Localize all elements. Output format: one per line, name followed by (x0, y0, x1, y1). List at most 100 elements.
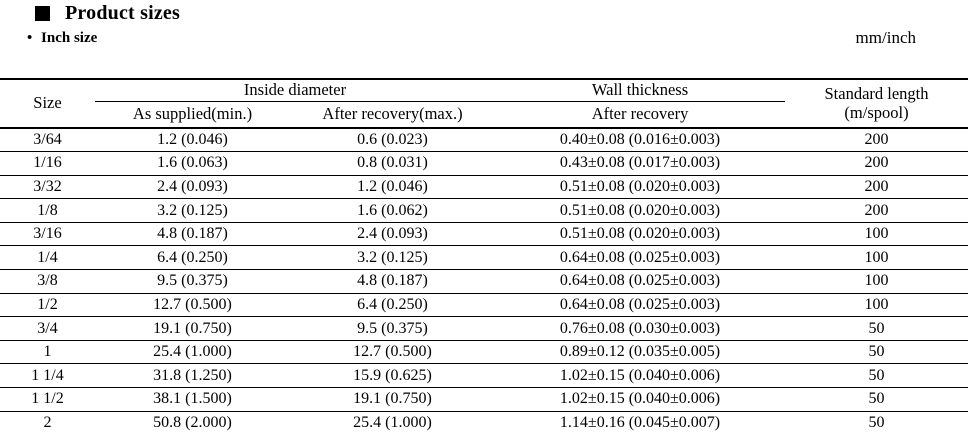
wall-thickness-cell: 0.43±0.08 (0.017±0.003) (559, 154, 721, 172)
size-cell: 3/32 (33, 177, 62, 195)
col-header-standard-length: Standard length (m/spool) (785, 79, 968, 129)
as-supplied-cell: 2.4 (0.093) (157, 177, 228, 195)
as-supplied-cell: 9.5 (0.375) (157, 272, 228, 290)
size-cell: 1/4 (37, 248, 58, 266)
subtitle: • Inch size (27, 30, 97, 47)
wall-thickness-cell: 0.51±0.08 (0.020±0.003) (559, 177, 721, 195)
header-row-2: As supplied(min.) After recovery(max.) A… (0, 101, 968, 129)
after-recovery-max-cell: 4.8 (0.187) (357, 272, 428, 290)
standard-length-cell: 100 (864, 225, 889, 243)
standard-length-cell: 100 (864, 272, 889, 290)
wall-thickness-cell: 0.51±0.08 (0.020±0.003) (559, 225, 721, 243)
size-cell: 1/2 (37, 295, 58, 313)
after-recovery-max-cell: 3.2 (0.125) (357, 248, 428, 266)
after-recovery-max-cell: 2.4 (0.093) (357, 225, 428, 243)
after-recovery-max-cell: 9.5 (0.375) (357, 319, 428, 337)
size-cell: 3/16 (33, 225, 62, 243)
as-supplied-cell: 3.2 (0.125) (157, 201, 228, 219)
size-cell: 1/8 (37, 201, 58, 219)
col-header-after-recovery: After recovery (495, 101, 786, 129)
as-supplied-cell: 31.8 (1.250) (153, 366, 232, 384)
standard-length-cell: 50 (868, 366, 885, 384)
table-row: 1 1/4 31.8 (1.250) 15.9 (0.625) 1.02±0.15 (… (0, 363, 968, 388)
as-supplied-cell: 1.2 (0.046) (157, 131, 228, 149)
size-cell: 3/4 (37, 319, 58, 337)
wall-thickness-cell: 0.76±0.08 (0.030±0.003) (559, 319, 721, 337)
after-recovery-max-cell: 1.2 (0.046) (357, 177, 428, 195)
table-row: 3/4 19.1 (0.750) 9.5 (0.375) 0.76±0.08 (0.0… (0, 316, 968, 341)
after-recovery-max-cell: 15.9 (0.625) (353, 366, 432, 384)
header-row-1: Size Inside diameter Wall thickness Stan… (0, 79, 968, 129)
wall-thickness-cell: 1.02±0.15 (0.040±0.006) (559, 366, 721, 384)
wall-thickness-cell: 0.40±0.08 (0.016±0.003) (559, 131, 721, 149)
as-supplied-cell: 4.8 (0.187) (157, 225, 228, 243)
table-row: 3/64 1.2 (0.046) 0.6 (0.023) 0.40±0.08 (0.0… (0, 128, 968, 152)
table-row: 3/16 4.8 (0.187) 2.4 (0.093) 0.51±0.08 (0.0… (0, 222, 968, 246)
col-header-size: Size (0, 79, 95, 129)
standard-length-line1: Standard length (824, 83, 929, 103)
as-supplied-cell: 1.6 (0.063) (157, 154, 228, 172)
standard-length-cell: 50 (868, 343, 885, 361)
as-supplied-cell: 6.4 (0.250) (157, 248, 228, 266)
table-row: 2 50.8 (2.000) 25.4 (1.000) 1.14±0.16 (0.04… (0, 411, 968, 435)
col-header-inside-diameter: Inside diameter (95, 79, 496, 102)
table-header: Size Inside diameter Wall thickness Stan… (0, 79, 968, 129)
after-recovery-max-cell: 12.7 (0.500) (353, 343, 432, 361)
table-body: 3/64 1.2 (0.046) 0.6 (0.023) 0.40±0.08 (0.0… (0, 128, 968, 435)
col-header-after-recovery-max: After recovery(max.) (290, 101, 496, 129)
product-sizes-table: Size Inside diameter Wall thickness Stan… (0, 78, 968, 435)
standard-length-cell: 200 (864, 201, 889, 219)
standard-length-cell: 50 (868, 414, 885, 432)
after-recovery-max-cell: 19.1 (0.750) (353, 390, 432, 408)
size-cell: 1 (43, 343, 52, 361)
standard-length-cell: 200 (864, 131, 889, 149)
size-cell: 2 (43, 414, 52, 432)
table-row: 1/16 1.6 (0.063) 0.8 (0.031) 0.43±0.08 (0.0… (0, 151, 968, 176)
standard-length-cell: 50 (868, 319, 885, 337)
table-row: 3/32 2.4 (0.093) 1.2 (0.046) 0.51±0.08 (0.0… (0, 175, 968, 199)
as-supplied-cell: 38.1 (1.500) (153, 390, 232, 408)
subtitle-label: Inch size (41, 30, 98, 46)
after-recovery-max-cell: 0.8 (0.031) (357, 154, 428, 172)
table-row: 1 1/2 38.1 (1.500) 19.1 (0.750) 1.02±0.15 (… (0, 387, 968, 412)
table-row: 1 25.4 (1.000) 12.7 (0.500) 0.89±0.12 (0.03… (0, 340, 968, 364)
standard-length-cell: 50 (868, 390, 885, 408)
standard-length-cell: 200 (864, 177, 889, 195)
after-recovery-max-cell: 25.4 (1.000) (353, 414, 432, 432)
as-supplied-cell: 12.7 (0.500) (153, 295, 232, 313)
col-header-as-supplied: As supplied(min.) (95, 101, 290, 129)
size-cell: 1/16 (33, 154, 62, 172)
wall-thickness-cell: 0.64±0.08 (0.025±0.003) (559, 295, 721, 313)
as-supplied-cell: 50.8 (2.000) (153, 414, 232, 432)
wall-thickness-cell: 0.64±0.08 (0.025±0.003) (559, 272, 721, 290)
wall-thickness-cell: 1.14±0.16 (0.045±0.007) (559, 414, 721, 432)
after-recovery-max-cell: 6.4 (0.250) (357, 295, 428, 313)
size-cell: 3/8 (37, 272, 58, 290)
size-cell: 3/64 (33, 131, 62, 149)
as-supplied-cell: 19.1 (0.750) (153, 319, 232, 337)
standard-length-cell: 100 (864, 248, 889, 266)
standard-length-cell: 200 (864, 154, 889, 172)
standard-length-line2: (m/spool) (844, 102, 909, 122)
dot-bullet-icon: • (27, 30, 33, 46)
unit-note: mm/inch (855, 28, 916, 47)
as-supplied-cell: 25.4 (1.000) (153, 343, 232, 361)
table-row: 1/4 6.4 (0.250) 3.2 (0.125) 0.64±0.08 (0.02… (0, 245, 968, 270)
wall-thickness-cell: 0.89±0.12 (0.035±0.005) (559, 343, 721, 361)
size-cell: 1 1/2 (31, 390, 64, 408)
size-cell: 1 1/4 (31, 366, 64, 384)
wall-thickness-cell: 0.51±0.08 (0.020±0.003) (559, 201, 721, 219)
section-title-label: Product sizes (65, 2, 180, 24)
table-row: 3/8 9.5 (0.375) 4.8 (0.187) 0.64±0.08 (0.02… (0, 269, 968, 294)
standard-length-cell: 100 (864, 295, 889, 313)
square-bullet-icon (35, 6, 50, 21)
col-header-wall-thickness: Wall thickness (495, 79, 786, 102)
wall-thickness-cell: 0.64±0.08 (0.025±0.003) (559, 248, 721, 266)
table-row: 1/8 3.2 (0.125) 1.6 (0.062) 0.51±0.08 (0.02… (0, 198, 968, 223)
after-recovery-max-cell: 0.6 (0.023) (357, 131, 428, 149)
after-recovery-max-cell: 1.6 (0.062) (357, 201, 428, 219)
table-row: 1/2 12.7 (0.500) 6.4 (0.250) 0.64±0.08 (0.0… (0, 293, 968, 317)
section-title: Product sizes (35, 2, 180, 25)
wall-thickness-cell: 1.02±0.15 (0.040±0.006) (559, 390, 721, 408)
